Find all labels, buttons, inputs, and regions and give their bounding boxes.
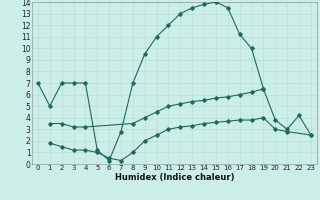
X-axis label: Humidex (Indice chaleur): Humidex (Indice chaleur) [115,173,234,182]
